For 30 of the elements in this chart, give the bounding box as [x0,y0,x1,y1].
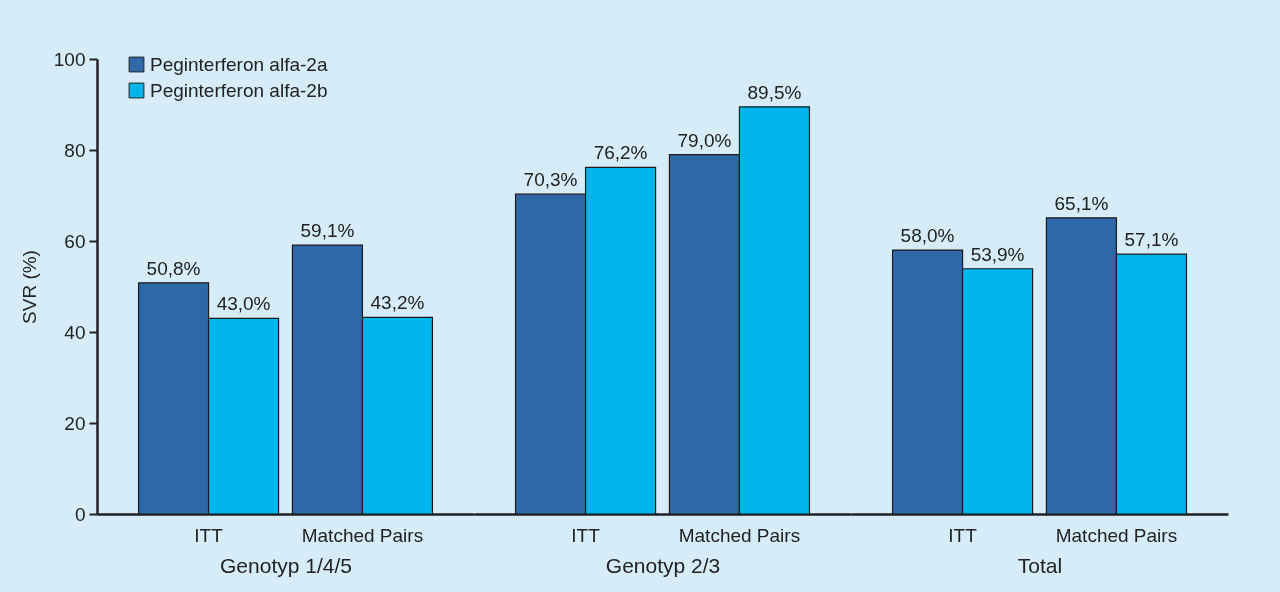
y-axis-title: SVR (%) [18,250,40,324]
data-label: 43,2% [370,292,425,314]
x-tick-label: Matched Pairs [1055,524,1178,546]
data-label: 59,1% [300,220,355,242]
data-label: 65,1% [1054,192,1109,214]
data-label: 70,3% [523,169,578,191]
x-tick-label: Matched Pairs [301,524,424,546]
x-tick-label: ITT [571,524,601,546]
text: Genotyp 1/4/5 [220,553,352,577]
y-tick-label: 80 [64,139,86,161]
y-tick-label: 20 [64,412,86,434]
x-tick-label: Matched Pairs [678,524,801,546]
data-label: 57,1% [1124,229,1179,251]
data-label: 76,2% [593,142,648,164]
data-label: 43,0% [216,293,271,315]
y-tick-label: 60 [64,230,86,252]
legend-label: Peginterferon alfa-2a [150,53,328,75]
data-label: 50,8% [146,257,201,279]
x-tick-label: ITT [194,524,224,546]
y-tick-label: 0 [74,503,86,525]
data-label: 79,0% [677,129,732,151]
x-tick-label: ITT [948,524,978,546]
y-tick-label: 100 [53,48,86,70]
data-label: 53,9% [970,243,1025,265]
legend-label: Peginterferon alfa-2b [150,79,328,101]
text: Total [1017,553,1063,577]
data-label: 89,5% [747,81,802,103]
text: Genotyp 2/3 [605,553,721,577]
data-label: 58,0% [900,225,955,247]
y-tick-label: 40 [64,321,86,343]
